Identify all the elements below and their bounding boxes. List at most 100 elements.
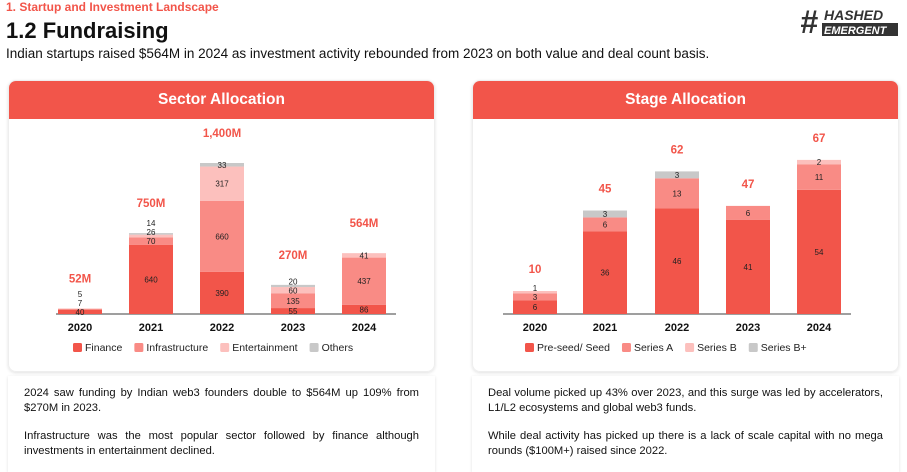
x-tick-label: 2023 xyxy=(736,322,760,334)
page-title: 1.2 Fundraising xyxy=(6,18,169,43)
legend-swatch xyxy=(134,343,144,352)
legend-swatch xyxy=(73,343,82,352)
bar-segment xyxy=(271,293,315,309)
legend-label: Others xyxy=(322,342,354,354)
total-label: 45 xyxy=(599,184,612,196)
bar-segment xyxy=(583,231,627,314)
bar-segment xyxy=(271,308,315,314)
bar-segment xyxy=(342,257,386,305)
bar-segment xyxy=(200,200,244,272)
bar-segment xyxy=(513,293,557,301)
total-label: 67 xyxy=(813,133,826,145)
data-label: 20 xyxy=(289,277,298,286)
x-tick-label: 2022 xyxy=(665,322,689,334)
total-label: 10 xyxy=(529,264,542,276)
x-tick-label: 2021 xyxy=(139,322,163,334)
legend-label: Entertainment xyxy=(232,342,297,354)
commentary-paragraph: 2024 saw funding by Indian web3 founders… xyxy=(24,387,419,414)
total-label: 750M xyxy=(137,198,166,210)
bar-segment xyxy=(513,300,557,314)
x-tick-label: 2022 xyxy=(210,322,234,334)
data-label: 86 xyxy=(360,305,369,314)
bar-segment xyxy=(655,171,699,179)
legend-swatch xyxy=(525,343,534,352)
page-subtitle: Indian startups raised $564M in 2024 as … xyxy=(6,46,710,61)
legend-swatch xyxy=(748,343,758,352)
legend-swatch xyxy=(309,343,319,352)
x-tick-label: 2024 xyxy=(352,322,377,334)
data-label: 6 xyxy=(533,303,538,312)
data-label: 36 xyxy=(601,269,610,278)
bar-segment xyxy=(271,284,315,288)
total-label: 270M xyxy=(279,250,308,262)
bar-segment xyxy=(342,253,386,258)
bar-segment xyxy=(342,304,386,314)
data-label: 41 xyxy=(360,251,369,260)
bar-segment xyxy=(200,166,244,201)
stage-allocation-card: Stage Allocation 6 3 1 10 2020 36 6 3 45 2021 46 13… xyxy=(472,80,899,372)
bar-segment xyxy=(129,244,173,314)
commentary-paragraph: While deal activity has picked up there … xyxy=(488,430,883,457)
hashed-emergent-logo: # HASHED EMERGENT xyxy=(800,6,898,38)
bar-segment xyxy=(726,205,770,220)
total-label: 52M xyxy=(69,273,91,285)
bar-segment xyxy=(583,217,627,232)
bar-segment xyxy=(583,210,627,218)
bar-segment xyxy=(726,219,770,314)
legend-label: Series B+ xyxy=(761,342,807,354)
total-label: 62 xyxy=(671,144,684,156)
commentary-paragraph: Infrastructure was the most popular sect… xyxy=(24,430,419,457)
bar-segment xyxy=(655,178,699,209)
bar-segment xyxy=(129,234,173,238)
sector-allocation-card: Sector Allocation 40 7 5 52M 2020 640 70 26 14 75… xyxy=(8,80,435,372)
commentary-paragraph: Deal volume picked up 43% over 2023, and… xyxy=(488,387,883,414)
stage-allocation-chart: 6311020203663452021461336220224164720235… xyxy=(503,133,851,354)
section-kicker: 1. Startup and Investment Landscape xyxy=(6,0,219,14)
data-label: 26 xyxy=(147,228,156,237)
data-label: 390 xyxy=(215,289,229,298)
legend-swatch xyxy=(621,343,631,352)
legend-label: Pre-seed/ Seed xyxy=(537,342,610,354)
data-label: 11 xyxy=(815,173,824,182)
bar-segment xyxy=(200,271,244,314)
data-label: 660 xyxy=(215,232,229,241)
chart-title: Stage Allocation xyxy=(473,81,898,119)
data-label: 1 xyxy=(533,284,538,293)
svg-text:#: # xyxy=(800,6,818,38)
data-label: 6 xyxy=(746,209,751,218)
data-label: 3 xyxy=(603,210,608,219)
legend-label: Series B xyxy=(697,342,737,354)
data-label: 2 xyxy=(817,158,822,167)
data-label: 46 xyxy=(673,257,682,266)
data-label: 70 xyxy=(147,237,156,246)
legend-label: Finance xyxy=(85,342,123,354)
data-label: 41 xyxy=(744,263,753,272)
bar-segment xyxy=(797,189,841,314)
total-label: 1,400M xyxy=(203,128,241,140)
total-label: 564M xyxy=(350,218,379,230)
bar-segment xyxy=(797,159,841,165)
data-label: 5 xyxy=(78,290,83,299)
x-tick-label: 2023 xyxy=(281,322,305,334)
svg-text:HASHED: HASHED xyxy=(824,7,883,23)
bar-segment xyxy=(655,208,699,314)
data-label: 135 xyxy=(286,297,300,306)
data-label: 317 xyxy=(215,180,229,189)
data-label: 55 xyxy=(289,307,298,316)
svg-text:EMERGENT: EMERGENT xyxy=(824,25,888,37)
chart-title: Sector Allocation xyxy=(9,81,434,119)
legend-swatch xyxy=(220,343,230,352)
data-label: 60 xyxy=(289,286,298,295)
sector-commentary: 2024 saw funding by Indian web3 founders… xyxy=(8,376,435,472)
bar-segment xyxy=(513,291,557,294)
bar-segment xyxy=(129,237,173,245)
data-label: 640 xyxy=(144,275,158,284)
bar-segment xyxy=(271,287,315,294)
data-label: 13 xyxy=(673,189,682,198)
legend-label: Series A xyxy=(634,342,673,354)
data-label: 7 xyxy=(78,299,83,308)
bar-segment xyxy=(129,233,173,235)
total-label: 47 xyxy=(742,179,755,191)
x-tick-label: 2020 xyxy=(68,322,92,334)
